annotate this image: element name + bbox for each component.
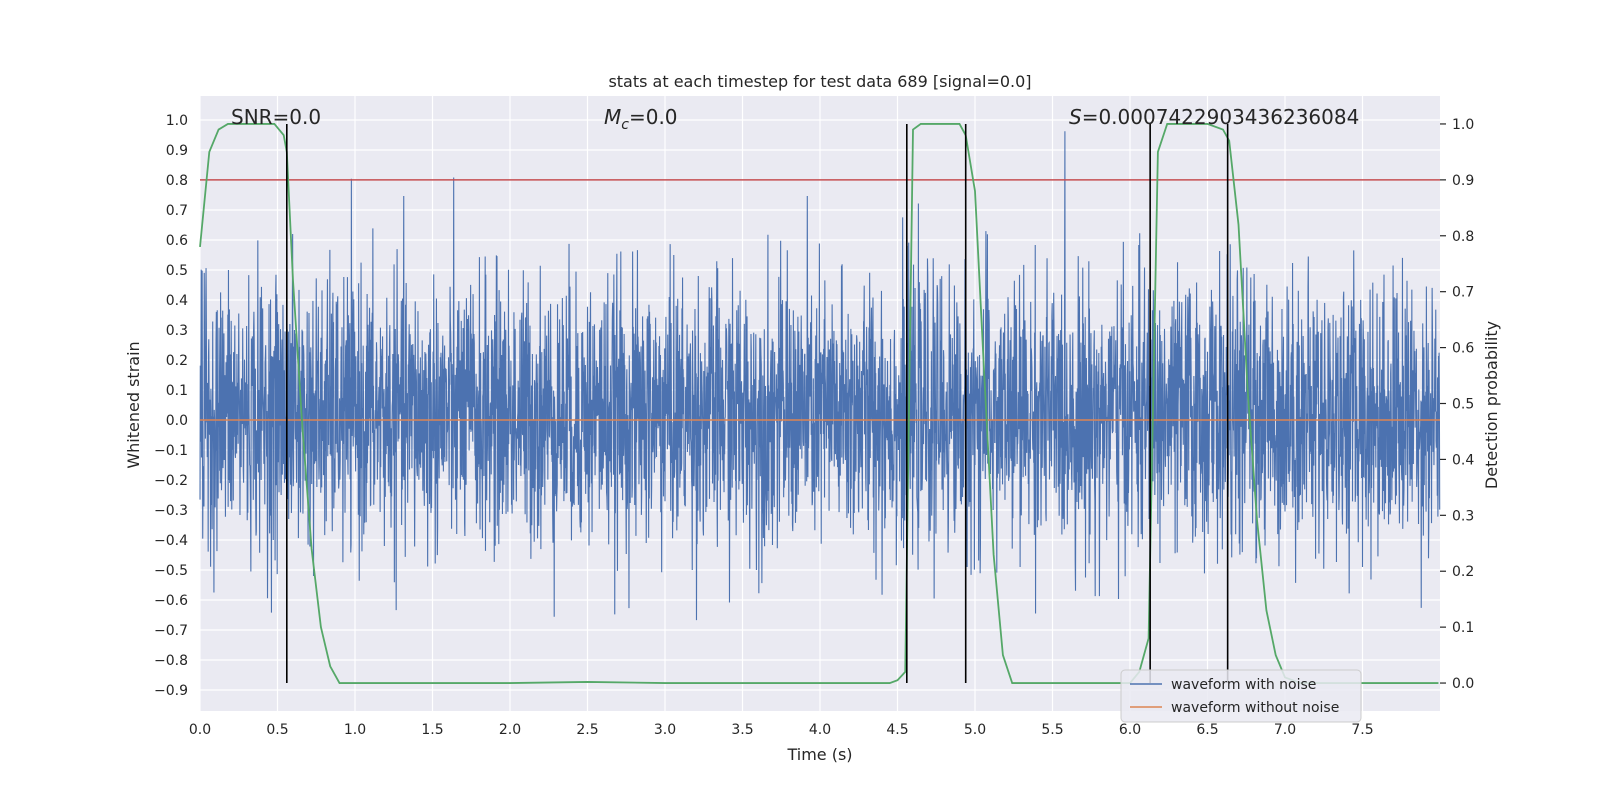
event-markers — [285, 123, 1229, 684]
legend: waveform with noise waveform without noi… — [1120, 669, 1362, 723]
y2-tick-label: 0.6 — [1452, 341, 1474, 357]
snr-annotation: SNR=0.0 — [231, 105, 321, 129]
legend-box — [1120, 669, 1362, 723]
x-tick-label: 2.5 — [576, 722, 598, 738]
legend-label-noise: waveform with noise — [1171, 677, 1316, 693]
x-tick-label: 6.0 — [1119, 722, 1141, 738]
y-tick-label: 0.7 — [166, 203, 188, 219]
y2-tick-label: 0.0 — [1452, 676, 1474, 692]
mc-subscript: c — [621, 117, 629, 133]
x-tick-label: 5.5 — [1041, 722, 1063, 738]
y-tick-label: 0.5 — [166, 263, 188, 279]
x-tick-label: 0.0 — [189, 722, 211, 738]
y2-tick-label: 0.8 — [1452, 229, 1474, 245]
x-tick-label: 7.0 — [1274, 722, 1296, 738]
y-tick-label: −0.7 — [154, 623, 188, 639]
x-tick-label: 0.5 — [266, 722, 288, 738]
y-tick-label: 0.1 — [166, 383, 188, 399]
y-tick-label: −0.5 — [154, 563, 188, 579]
x-tick-label: 4.0 — [809, 722, 831, 738]
mc-annotation: Mc=0.0 — [604, 105, 678, 133]
x-tick-label: 1.5 — [421, 722, 443, 738]
noise-line — [199, 131, 1441, 621]
legend-label-clean: waveform without noise — [1171, 700, 1339, 716]
y-tick-label: 0.2 — [166, 353, 188, 369]
x-tick-label: 2.0 — [499, 722, 521, 738]
y-tick-label: −0.4 — [154, 533, 188, 549]
y-tick-label: 0.3 — [166, 323, 188, 339]
y2-tick-label: 0.1 — [1452, 620, 1474, 636]
waveform-with-noise-series — [199, 131, 1441, 621]
y2-axis-label: Detection probability — [1482, 321, 1501, 489]
mc-symbol: M — [604, 105, 621, 129]
y-axis-ticks: −0.9 −0.8 −0.7 −0.6 −0.5 −0.4 −0.3 −0.2 −0.1 0.0 0… — [154, 113, 188, 699]
y2-tick-label: 0.9 — [1452, 173, 1474, 189]
y2-axis-ticks: 0.0 0.1 0.2 0.3 0.4 0.5 0.6 0.7 0.8 0.9 1.0 — [1440, 117, 1474, 692]
y2-tick-label: 0.7 — [1452, 285, 1474, 301]
s-annotation: S=0.0007422903436236084 — [1069, 105, 1359, 129]
x-axis-label: Time (s) — [786, 745, 852, 764]
y2-tick-label: 0.2 — [1452, 564, 1474, 580]
x-tick-label: 6.5 — [1196, 722, 1218, 738]
y-tick-label: 0.4 — [166, 293, 188, 309]
y-tick-label: 0.9 — [166, 143, 188, 159]
y-axis-label: Whitened strain — [124, 341, 143, 468]
mc-value: =0.0 — [629, 105, 678, 129]
y-tick-label: −0.8 — [154, 653, 188, 669]
y-tick-label: −0.3 — [154, 503, 188, 519]
s-symbol: S — [1069, 105, 1082, 129]
y-tick-label: −0.1 — [154, 443, 188, 459]
y-tick-label: −0.2 — [154, 473, 188, 489]
detection-probability-series — [199, 123, 1439, 684]
y-tick-label: 0.6 — [166, 233, 188, 249]
y2-tick-label: 0.3 — [1452, 508, 1474, 524]
y2-tick-label: 1.0 — [1452, 117, 1474, 133]
y2-tick-label: 0.4 — [1452, 452, 1474, 468]
x-axis-ticks: 0.0 0.5 1.0 1.5 2.0 2.5 3.0 3.5 4.0 4.5 5.0 5.5 6.0 6… — [189, 722, 1374, 738]
probability-line — [199, 123, 1439, 684]
y-tick-label: 0.0 — [166, 413, 188, 429]
x-tick-label: 7.5 — [1351, 722, 1373, 738]
x-tick-label: 4.5 — [886, 722, 908, 738]
x-tick-label: 1.0 — [344, 722, 366, 738]
x-tick-label: 5.0 — [964, 722, 986, 738]
x-tick-label: 3.5 — [731, 722, 753, 738]
s-value: =0.0007422903436236084 — [1082, 105, 1360, 129]
y-tick-label: −0.9 — [154, 683, 188, 699]
y2-tick-label: 0.5 — [1452, 397, 1474, 413]
y-tick-label: 0.8 — [166, 173, 188, 189]
x-tick-label: 3.0 — [654, 722, 676, 738]
chart-title: stats at each timestep for test data 689… — [608, 72, 1031, 91]
y-tick-label: 1.0 — [166, 113, 188, 129]
y-tick-label: −0.6 — [154, 593, 188, 609]
